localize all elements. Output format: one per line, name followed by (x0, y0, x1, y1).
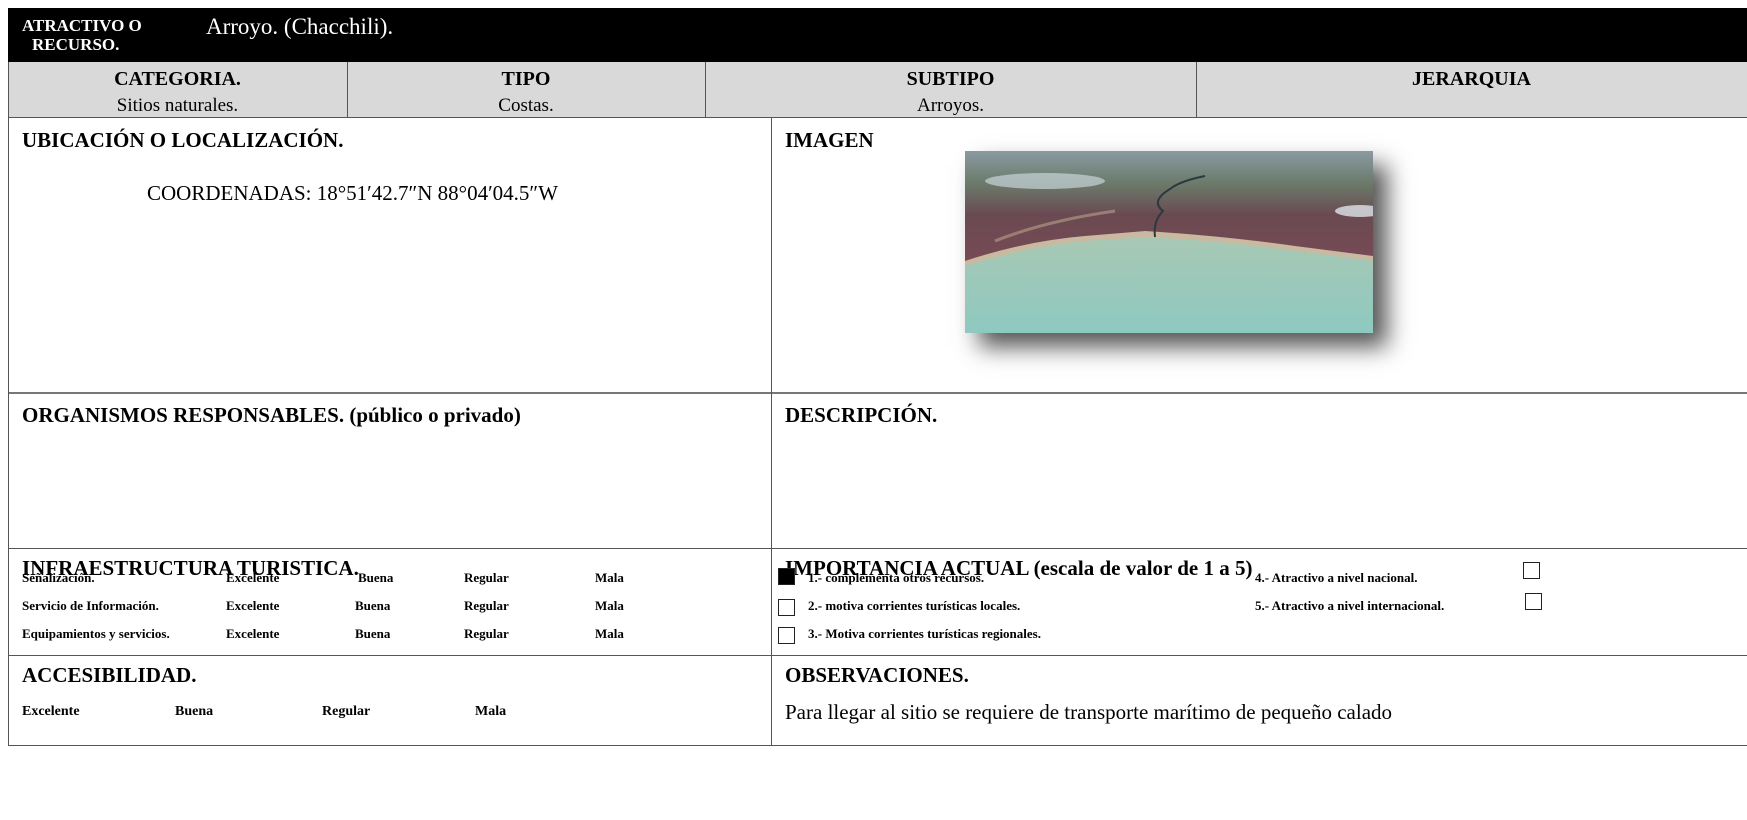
row-label: Servicio de Información. (22, 598, 159, 613)
section-heading: IMPORTANCIA ACTUAL (escala de valor de 1… (785, 556, 1253, 580)
rating-option: Buena (358, 570, 394, 585)
section-heading: IMAGEN (785, 128, 874, 152)
divider (8, 62, 9, 746)
divider (8, 655, 1747, 656)
rating-option: Excelente (226, 598, 280, 613)
rating-option: Mala (595, 598, 624, 613)
rating-option: Buena (355, 626, 391, 641)
section-heading: UBICACIÓN O LOCALIZACIÓN. (22, 128, 344, 152)
divider (347, 62, 348, 118)
checkbox (778, 568, 795, 585)
header-title: Arroyo. (Chacchili). (206, 14, 394, 39)
rating-option: Excelente (226, 570, 280, 585)
divider (705, 62, 706, 118)
checkbox (778, 627, 795, 644)
header-label: RECURSO. (32, 35, 120, 54)
section-heading: ORGANISMOS RESPONSABLES. (público o priv… (22, 403, 521, 427)
checkbox (1523, 562, 1540, 579)
observation-text: Para llegar al sitio se requiere de tran… (785, 700, 1393, 724)
row-label: Señalización. (22, 570, 95, 585)
importance-item: 3.- Motiva corrientes turísticas regiona… (808, 626, 1041, 641)
section-heading: INFRAESTRUCTURA TURISTICA. (22, 556, 359, 580)
divider (1196, 62, 1197, 118)
divider (771, 118, 772, 746)
importance-item: 4.- Atractivo a nivel nacional. (1255, 570, 1418, 585)
rating-option: Excelente (22, 704, 80, 719)
divider (8, 392, 1747, 394)
row-label: Equipamientos y servicios. (22, 626, 170, 641)
column-heading: CATEGORIA. (114, 68, 241, 90)
importance-item: 5.- Atractivo a nivel internacional. (1255, 598, 1445, 613)
coordinates: COORDENADAS: 18°51′42.7″N 88°04′04.5″W (147, 181, 558, 205)
rating-option: Mala (595, 626, 624, 641)
column-heading: JERARQUIA (1412, 68, 1531, 90)
rating-option: Excelente (226, 626, 280, 641)
photo-graphic (965, 151, 1385, 333)
section-heading: ACCESIBILIDAD. (22, 663, 197, 687)
rating-option: Regular (464, 570, 509, 585)
rating-option: Regular (464, 626, 509, 641)
rating-option: Mala (475, 704, 507, 719)
rating-option: Buena (355, 598, 391, 613)
header-bar: ATRACTIVO O RECURSO. Arroyo. (Chacchili)… (8, 8, 1747, 62)
importance-item: 2.- motiva corrientes turísticas locales… (808, 598, 1021, 613)
checkbox (1525, 593, 1542, 610)
column-heading: SUBTIPO (906, 68, 995, 90)
divider (8, 548, 1747, 549)
column-heading: TIPO (501, 68, 551, 90)
column-value: Sitios naturales. (116, 95, 239, 116)
column-value: Costas. (498, 95, 554, 116)
rating-option: Buena (175, 704, 214, 719)
rating-option: Regular (322, 704, 371, 719)
rating-option: Mala (595, 570, 624, 585)
classification-row: CATEGORIA. Sitios naturales. TIPO Costas. SU… (8, 62, 1747, 118)
checkbox (778, 599, 795, 616)
section-heading: OBSERVACIONES. (785, 663, 969, 687)
rating-option: Regular (464, 598, 509, 613)
divider (8, 745, 1747, 746)
site-photo (965, 151, 1385, 333)
importance-item: 1.- complementa otros recursos. (808, 570, 985, 585)
header-label: ATRACTIVO O (22, 16, 142, 35)
column-value: Arroyos. (916, 95, 985, 116)
section-heading: DESCRIPCIÓN. (785, 403, 938, 427)
